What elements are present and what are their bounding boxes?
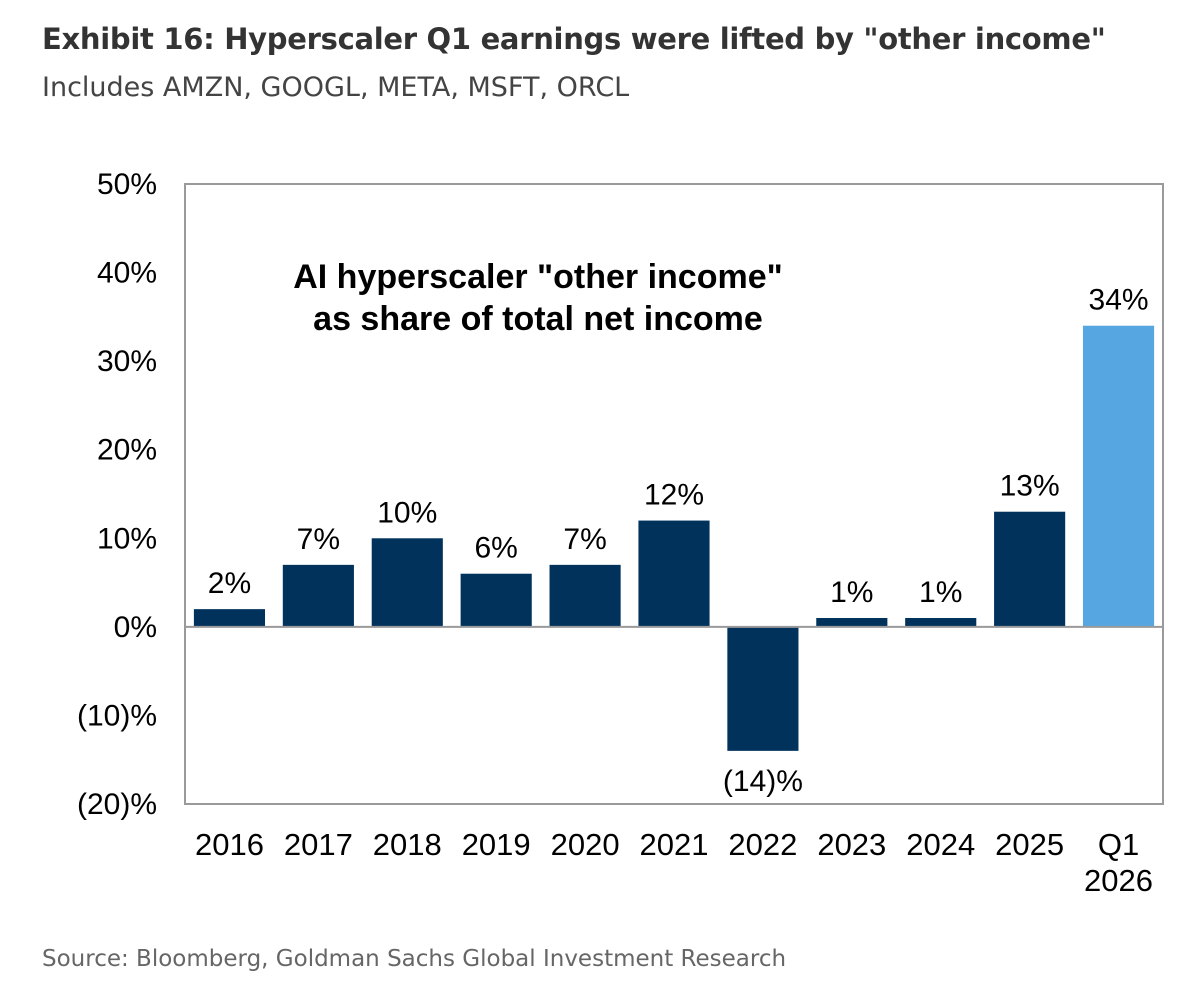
data-label: 7% [563,523,606,556]
bar [193,609,266,627]
x-tick-label: 2026 [1084,863,1153,898]
data-label: (14)% [723,765,803,798]
data-label: 6% [475,532,518,565]
chart-title: Exhibit 16: Hyperscaler Q1 earnings were… [42,22,1106,56]
bar [638,520,710,627]
chart-annotation: as share of total net income [313,300,763,338]
x-tick-label: Q1 [1098,827,1139,862]
bar [371,538,443,627]
y-tick-label: 20% [97,434,157,467]
source-note: Source: Bloomberg, Goldman Sachs Global … [42,946,787,972]
bar [549,564,621,627]
x-tick-label: 2018 [373,827,442,862]
x-tick-label: 2016 [195,827,264,862]
y-tick-label: 30% [97,345,157,378]
data-label: 2% [208,567,251,600]
x-tick-label: 2019 [462,827,531,862]
bar [727,626,799,751]
data-label: 1% [919,576,962,609]
y-tick-label: (20)% [77,788,157,821]
data-label: 7% [297,523,340,556]
data-label: 34% [1089,284,1149,317]
bar [1082,325,1155,627]
bar [994,511,1066,627]
bar-chart: 50% 40% 30% 20% 10% 0% (10)% (20)% 2% 7% 10% 6% 7% 1… [77,168,1164,898]
x-tick-label: 2020 [551,827,620,862]
x-tick-label: 2021 [640,827,709,862]
y-tick-label: (10)% [77,699,157,732]
data-label: 12% [644,479,704,512]
chart-annotation: AI hyperscaler "other income" [293,258,783,296]
data-label: 13% [1000,470,1060,503]
chart-subtitle: Includes AMZN, GOOGL, META, MSFT, ORCL [42,72,630,103]
bar [816,618,888,627]
bar [460,573,532,627]
bar [282,564,354,627]
data-label: 1% [830,576,873,609]
plot-area-frame [184,183,1164,805]
y-tick-label: 40% [97,257,157,290]
x-tick-label: 2024 [906,827,975,862]
bar [905,618,977,627]
x-tick-label: 2017 [284,827,353,862]
y-tick-label: 50% [97,168,157,201]
y-tick-label: 0% [114,611,157,644]
x-tick-label: 2023 [817,827,886,862]
data-label: 10% [377,496,437,529]
y-tick-label: 10% [97,522,157,555]
x-tick-label: 2025 [995,827,1064,862]
x-tick-label: 2022 [728,827,797,862]
